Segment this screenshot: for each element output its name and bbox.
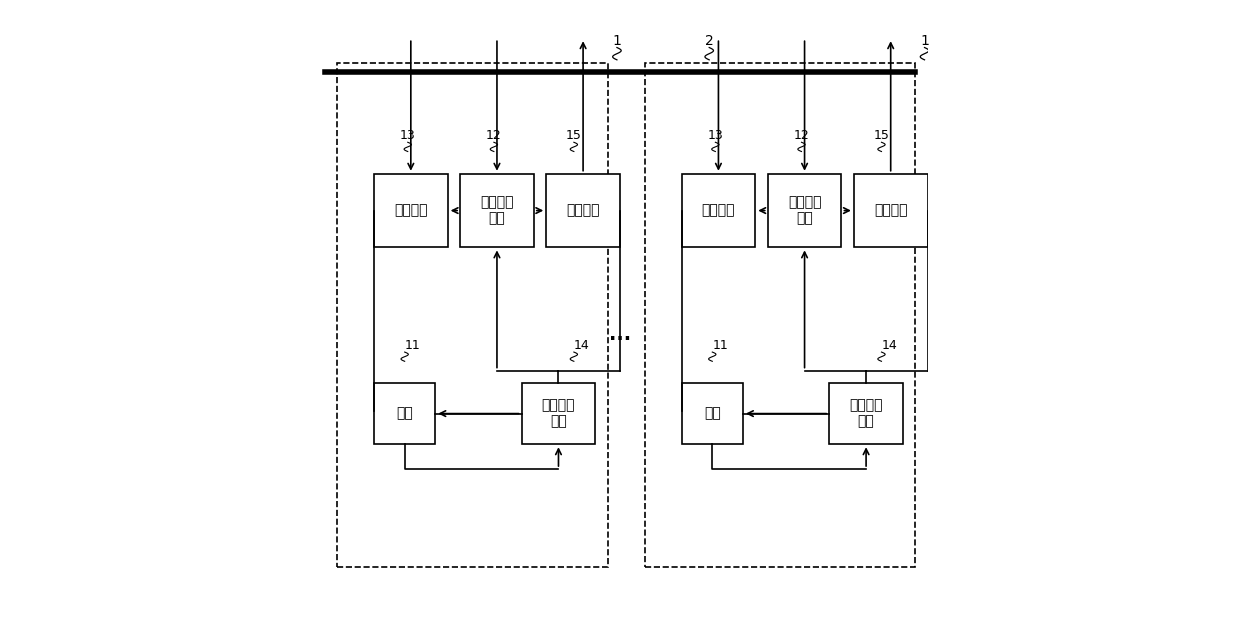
Text: 14: 14 [574,339,589,352]
FancyBboxPatch shape [682,383,743,444]
Text: 13: 13 [399,129,415,142]
Text: 15: 15 [873,129,889,142]
Text: 11: 11 [712,339,728,352]
Text: 1: 1 [920,33,929,48]
Text: 充电开关: 充电开关 [394,203,428,218]
Text: 电芯: 电芯 [397,407,413,421]
Text: 2: 2 [704,33,713,48]
FancyBboxPatch shape [830,383,903,444]
Text: 12: 12 [794,129,810,142]
FancyBboxPatch shape [645,63,915,567]
FancyBboxPatch shape [682,174,755,247]
Text: 电池管理
装置: 电池管理 装置 [542,399,575,429]
Text: 15: 15 [565,129,582,142]
Text: 14: 14 [882,339,898,352]
Text: 均压充电
模块: 均压充电 模块 [480,195,513,226]
Text: 充电开关: 充电开关 [702,203,735,218]
Text: 电芯: 电芯 [704,407,720,421]
Text: 1: 1 [613,33,621,48]
FancyBboxPatch shape [854,174,928,247]
FancyBboxPatch shape [337,63,608,567]
Text: 均压充电
模块: 均压充电 模块 [787,195,821,226]
Text: ···: ··· [609,330,631,349]
Text: 放电开关: 放电开关 [567,203,600,218]
FancyBboxPatch shape [522,383,595,444]
Text: 11: 11 [404,339,420,352]
Text: 电池管理
装置: 电池管理 装置 [849,399,883,429]
Text: 13: 13 [708,129,723,142]
FancyBboxPatch shape [546,174,620,247]
Text: 放电开关: 放电开关 [874,203,908,218]
FancyBboxPatch shape [374,174,448,247]
FancyBboxPatch shape [374,383,435,444]
FancyBboxPatch shape [768,174,842,247]
Text: 12: 12 [486,129,502,142]
FancyBboxPatch shape [460,174,534,247]
